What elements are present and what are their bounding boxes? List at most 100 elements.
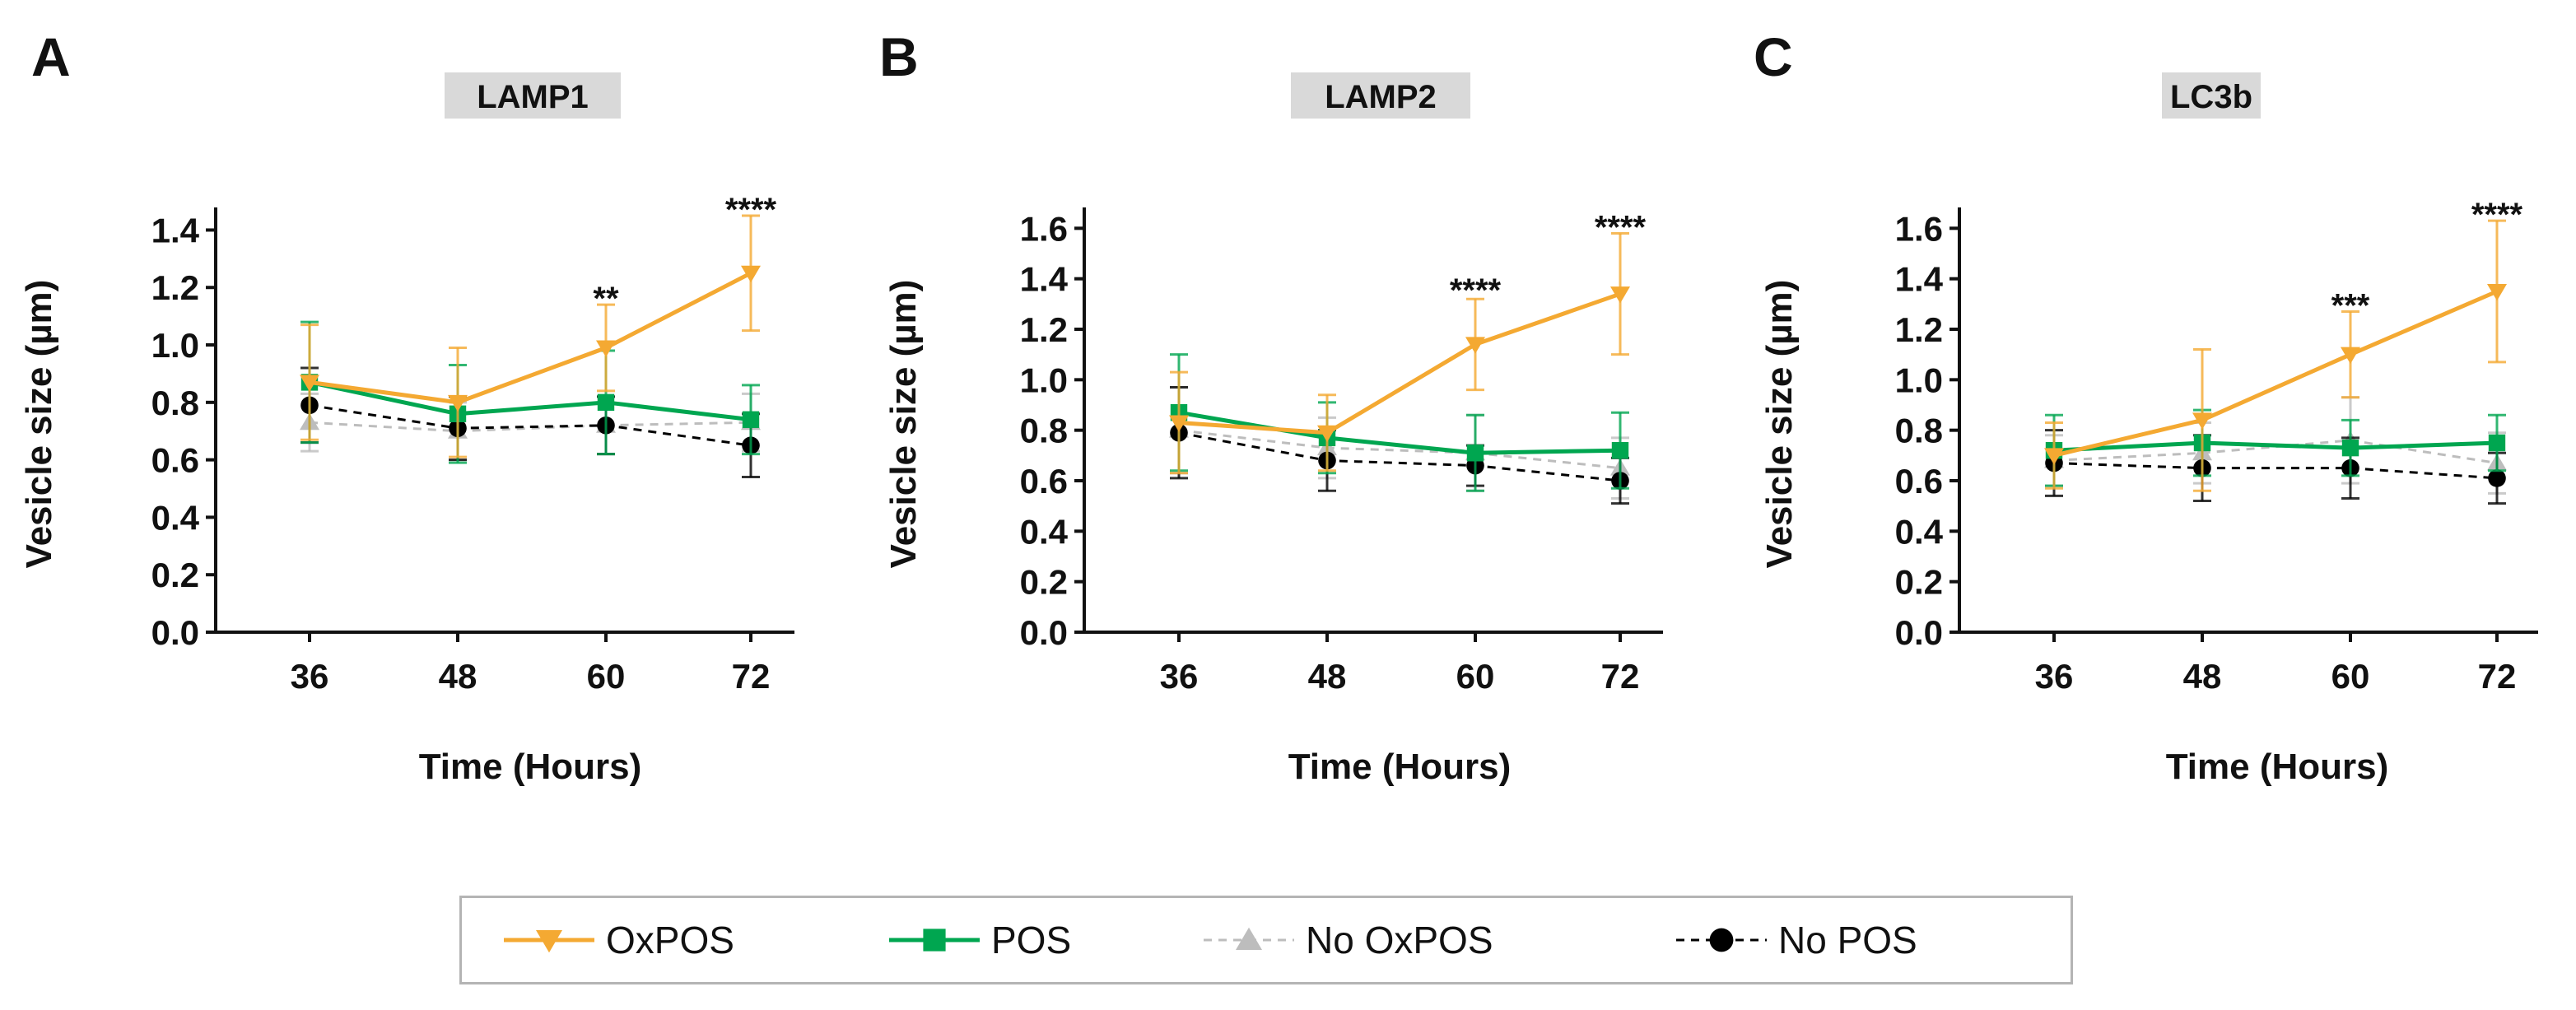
y-tick-label: 0.8: [151, 384, 199, 422]
y-axis-label: Vesicle size (µm): [19, 280, 59, 569]
x-tick-label: 72: [732, 657, 771, 696]
x-tick-label: 60: [2331, 657, 2370, 696]
y-tick-label: 1.6: [1895, 209, 1943, 248]
series-no-pos: [300, 366, 760, 479]
x-tick-label: 72: [1601, 657, 1640, 696]
y-tick-label: 0.0: [151, 613, 199, 652]
y-tick-label: 0.6: [1895, 462, 1943, 500]
legend-marker: [1709, 928, 1734, 952]
series-line: [309, 421, 752, 433]
title-badge: [445, 72, 621, 119]
x-axis-label: Time (Hours): [1288, 747, 1512, 787]
legend: OxPOS POS No OxPOS No POS: [504, 919, 1917, 961]
series-pos: [1170, 353, 1629, 492]
series-line: [309, 403, 752, 447]
x-tick-label: 48: [439, 657, 477, 696]
data-point: [1465, 337, 1485, 354]
legend-marker: [536, 930, 562, 953]
x-tick-label: 48: [1308, 657, 1347, 696]
x-tick-label: 36: [2035, 657, 2074, 696]
legend-marker: [1236, 927, 1262, 950]
y-tick-label: 1.4: [1895, 260, 1944, 299]
legend-box: [459, 896, 2073, 984]
y-tick-label: 1.2: [1895, 310, 1943, 349]
data-point: [741, 265, 761, 283]
x-tick-label: 72: [2478, 657, 2517, 696]
series-line: [1178, 291, 1621, 435]
data-point: [742, 411, 760, 428]
panel-letter: A: [31, 26, 71, 87]
chart-panel-b: B LAMP2 0.0 0.2 0.4 0.6 0.8 1.0 1.2 1.4 1.6 36 48 60 7…: [879, 26, 1663, 787]
series-oxpos: [2044, 219, 2507, 492]
data-point: [448, 394, 468, 412]
legend-item-no-oxpos: No OxPOS: [1204, 919, 1493, 961]
x-axis-label: Time (Hours): [419, 747, 642, 787]
significance-label: ****: [2471, 197, 2523, 233]
chart-title: LAMP2: [1325, 79, 1437, 115]
y-tick-label: 1.4: [1020, 260, 1069, 299]
significance-label: **: [593, 281, 619, 317]
legend-item-pos: POS: [889, 919, 1071, 961]
significance-label: ****: [1595, 209, 1647, 245]
data-point: [596, 340, 616, 357]
data-point: [2341, 347, 2360, 365]
significance-label: ***: [2331, 288, 2370, 324]
panel-letter: C: [1754, 26, 1793, 87]
data-point: [597, 393, 615, 412]
data-point: [1317, 425, 1337, 443]
y-tick-label: 1.2: [151, 268, 199, 307]
y-tick-label: 0.6: [151, 441, 199, 480]
y-tick-label: 0.0: [1020, 613, 1068, 652]
y-tick-label: 1.0: [151, 326, 199, 365]
y-tick-label: 0.4: [1895, 512, 1944, 551]
data-point: [2192, 412, 2212, 430]
data-point: [1169, 415, 1189, 432]
chart-panel-a: A LAMP1 0.0 0.2 0.4 0.6 0.8 1.0 1.2 1.4 36 48 60 72 Ti…: [19, 26, 794, 787]
legend-label: No OxPOS: [1306, 919, 1493, 961]
series-line: [2053, 462, 2498, 480]
y-tick-label: 1.0: [1895, 361, 1943, 399]
x-tick-label: 60: [587, 657, 626, 696]
y-tick-label: 0.6: [1020, 462, 1068, 500]
series-line: [1178, 431, 1621, 482]
legend-item-oxpos: OxPOS: [504, 919, 734, 961]
x-tick-label: 36: [1160, 657, 1199, 696]
title-badge: [2162, 72, 2261, 119]
series-oxpos: [1169, 231, 1630, 475]
data-point: [1466, 444, 1484, 462]
data-point: [2488, 469, 2506, 487]
legend-label: POS: [991, 919, 1071, 961]
chart-title: LAMP1: [477, 79, 589, 115]
x-axis-label: Time (Hours): [2166, 747, 2389, 787]
x-tick-label: 60: [1456, 657, 1495, 696]
y-tick-label: 0.2: [151, 556, 199, 594]
significance-label: ****: [1450, 272, 1502, 309]
series-oxpos: [300, 214, 761, 458]
legend-marker: [923, 929, 946, 952]
legend-item-no-pos: No POS: [1676, 919, 1917, 961]
significance-label: ****: [725, 192, 777, 228]
series-line: [1178, 429, 1621, 470]
data-point: [2044, 448, 2064, 465]
data-point: [1610, 286, 1630, 304]
y-tick-label: 0.8: [1020, 412, 1068, 450]
series-line: [2053, 440, 2498, 453]
data-point: [2488, 434, 2506, 452]
legend-label: OxPOS: [606, 919, 734, 961]
series-line: [1178, 410, 1621, 455]
data-point: [300, 375, 319, 392]
series-line: [309, 379, 752, 422]
y-tick-label: 1.4: [151, 211, 200, 249]
y-tick-label: 1.0: [1020, 361, 1068, 399]
legend-label: No POS: [1778, 919, 1917, 961]
y-tick-label: 1.2: [1020, 310, 1068, 349]
series-line: [309, 271, 752, 405]
y-tick-label: 0.2: [1020, 563, 1068, 602]
data-point: [2341, 439, 2359, 457]
title-badge: [1291, 72, 1470, 119]
panel-letter: B: [879, 26, 919, 87]
y-tick-label: 0.8: [1895, 412, 1943, 450]
y-tick-label: 0.4: [1020, 512, 1069, 551]
y-axis-label: Vesicle size (µm): [1759, 280, 1800, 569]
